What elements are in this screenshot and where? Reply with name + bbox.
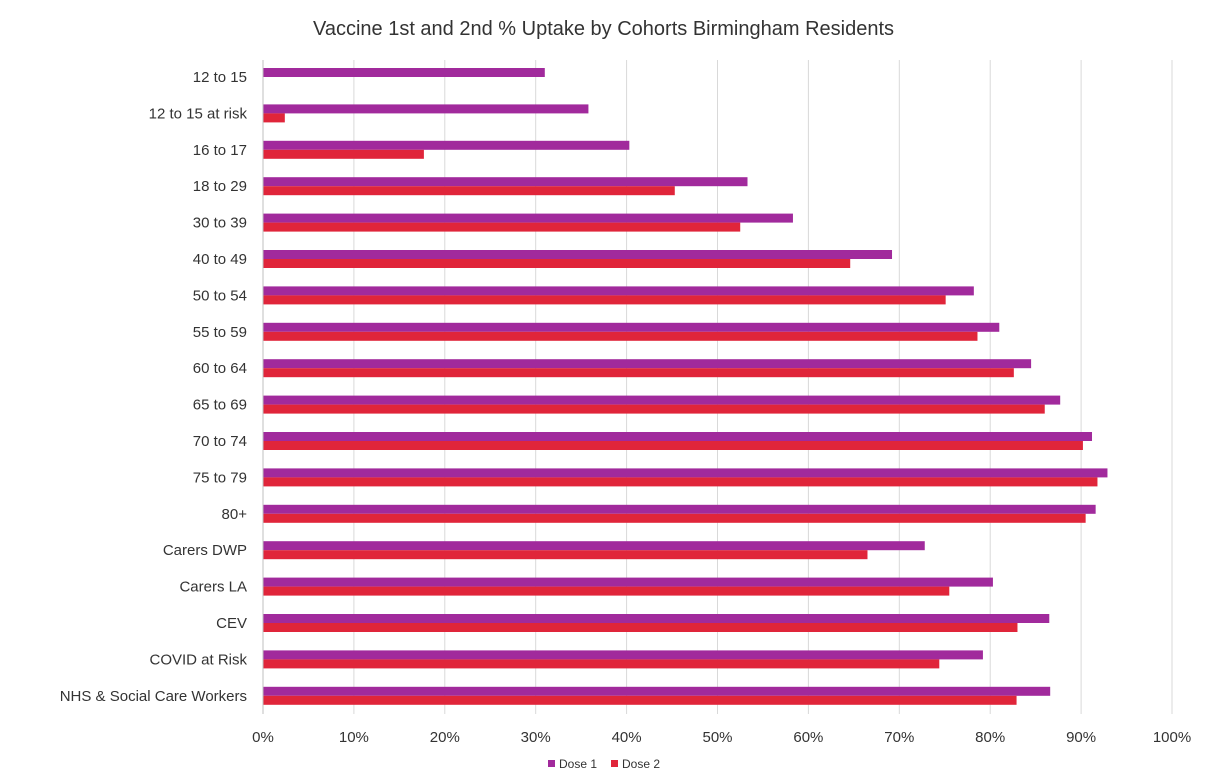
x-tick-label: 30% bbox=[521, 729, 551, 746]
bar-dose-2 bbox=[263, 477, 1098, 487]
bar-dose-1 bbox=[263, 686, 1051, 696]
bar-dose-1 bbox=[263, 250, 893, 259]
bar-dose-2 bbox=[263, 113, 285, 123]
category-label: 55 to 59 bbox=[193, 324, 247, 341]
bar-dose-1 bbox=[263, 614, 1050, 623]
bar-dose-1 bbox=[263, 359, 1032, 369]
bar-dose-1 bbox=[263, 286, 974, 296]
bar-dose-1 bbox=[263, 177, 748, 187]
bar-dose-1 bbox=[263, 541, 925, 551]
bar-dose-1 bbox=[263, 104, 589, 114]
bar-dose-1 bbox=[263, 468, 1108, 478]
category-label: 50 to 54 bbox=[193, 287, 247, 304]
x-tick-label: 10% bbox=[339, 729, 369, 746]
bar-dose-1 bbox=[263, 395, 1061, 405]
category-label: Carers DWP bbox=[163, 542, 247, 559]
legend-swatch bbox=[611, 760, 618, 767]
x-tick-label: 80% bbox=[975, 729, 1005, 746]
bar-dose-2 bbox=[263, 368, 1014, 378]
x-tick-label: 60% bbox=[793, 729, 823, 746]
bar-dose-1 bbox=[263, 432, 1093, 441]
x-tick-label: 70% bbox=[884, 729, 914, 746]
category-label: 65 to 69 bbox=[193, 397, 247, 414]
bar-dose-2 bbox=[263, 550, 868, 560]
x-tick-label: 0% bbox=[252, 729, 274, 746]
legend-swatch bbox=[548, 760, 555, 767]
bar-dose-2 bbox=[263, 404, 1045, 414]
bar-dose-1 bbox=[263, 504, 1096, 514]
x-tick-label: 50% bbox=[702, 729, 732, 746]
bar-dose-1 bbox=[263, 68, 545, 77]
legend-label: Dose 2 bbox=[622, 757, 660, 771]
category-label: 18 to 29 bbox=[193, 178, 247, 195]
category-label: 30 to 39 bbox=[193, 215, 247, 232]
bar-dose-1 bbox=[263, 140, 630, 150]
category-label: Carers LA bbox=[179, 579, 247, 596]
category-label: 80+ bbox=[222, 506, 248, 523]
bar-dose-2 bbox=[263, 659, 940, 669]
x-tick-label: 100% bbox=[1153, 729, 1191, 746]
category-label: 16 to 17 bbox=[193, 142, 247, 159]
category-label: COVID at Risk bbox=[149, 651, 247, 668]
bar-dose-2 bbox=[263, 623, 1018, 632]
category-label: 70 to 74 bbox=[193, 433, 247, 450]
bar-dose-2 bbox=[263, 441, 1083, 450]
legend-label: Dose 1 bbox=[559, 757, 597, 771]
bar-dose-1 bbox=[263, 577, 993, 587]
bar-dose-2 bbox=[263, 259, 851, 268]
bar-dose-2 bbox=[263, 695, 1017, 705]
category-label: 60 to 64 bbox=[193, 360, 247, 377]
bar-dose-2 bbox=[263, 149, 424, 159]
category-label: CEV bbox=[216, 615, 247, 632]
x-tick-label: 90% bbox=[1066, 729, 1096, 746]
bar-dose-1 bbox=[263, 650, 983, 660]
category-label: 40 to 49 bbox=[193, 251, 247, 268]
x-tick-label: 40% bbox=[612, 729, 642, 746]
x-tick-label: 20% bbox=[430, 729, 460, 746]
bar-dose-2 bbox=[263, 331, 978, 341]
bar-dose-2 bbox=[263, 222, 741, 232]
category-label: 75 to 79 bbox=[193, 469, 247, 486]
bar-dose-1 bbox=[263, 322, 1000, 332]
bar-dose-2 bbox=[263, 295, 946, 305]
category-label: NHS & Social Care Workers bbox=[60, 688, 247, 705]
category-label: 12 to 15 bbox=[193, 69, 247, 86]
bar-dose-2 bbox=[263, 586, 950, 596]
bar-dose-2 bbox=[263, 186, 675, 196]
chart-title: Vaccine 1st and 2nd % Uptake by Cohorts … bbox=[312, 18, 895, 40]
category-label: 12 to 15 at risk bbox=[149, 105, 248, 122]
bar-dose-1 bbox=[263, 213, 793, 223]
bar-dose-2 bbox=[263, 513, 1086, 523]
